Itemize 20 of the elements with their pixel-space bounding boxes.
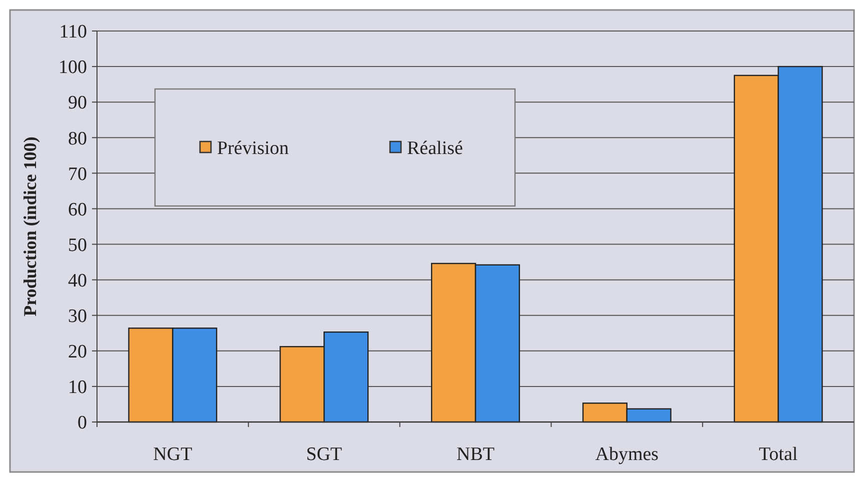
legend-label: Prévision: [217, 138, 290, 160]
y-tick-label: 20: [68, 342, 87, 363]
x-tick-label: NBT: [456, 444, 495, 465]
y-tick-label: 70: [68, 164, 87, 185]
y-tick-label: 100: [58, 57, 87, 78]
y-tick-label: 50: [68, 234, 87, 256]
y-tick-label: 80: [68, 128, 87, 150]
y-tick-label: 90: [68, 92, 87, 114]
y-axis-title: Production (indice 100): [20, 136, 40, 316]
y-tick-label: 10: [68, 377, 87, 398]
y-tick-label: 40: [68, 270, 87, 292]
x-tick-label: SGT: [306, 444, 342, 465]
x-tick-label: NGT: [153, 444, 193, 465]
y-tick-label: 110: [59, 22, 87, 43]
y-tick-label: 0: [78, 412, 87, 434]
y-tick-label: 30: [68, 306, 87, 328]
x-tick-label: Total: [758, 444, 798, 465]
y-tick-label: 60: [68, 199, 87, 220]
legend-label: Réalisé: [407, 138, 463, 160]
x-tick-label: Abymes: [595, 444, 659, 465]
